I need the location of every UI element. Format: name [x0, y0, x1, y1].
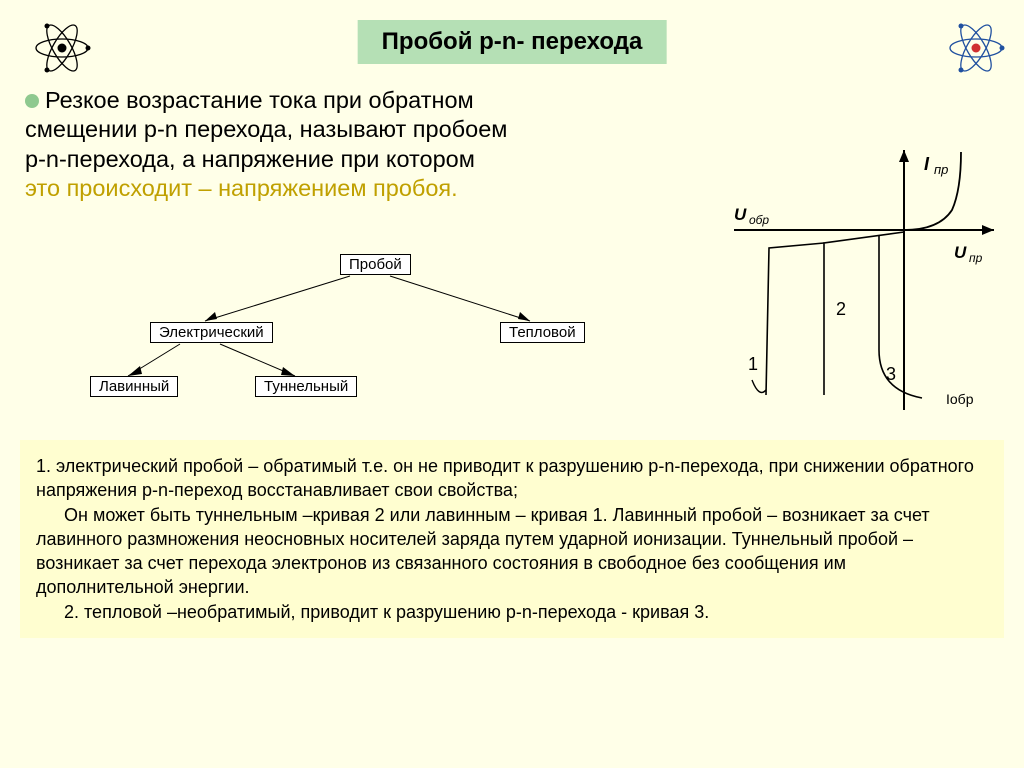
explanation-p1: 1. электрический пробой – обратимый т.е.…: [36, 454, 988, 503]
svg-text:2: 2: [836, 299, 846, 319]
svg-text:3: 3: [886, 364, 896, 384]
intro-paragraph: Резкое возрастание тока при обратном сме…: [25, 86, 665, 204]
tree-node-root: Пробой: [340, 254, 411, 275]
svg-text:Iобр: Iобр: [946, 391, 974, 407]
page-title: Пробой p-n- перехода: [358, 20, 667, 64]
intro-line: p-n-перехода, а напряжение при котором: [25, 146, 475, 172]
explanation-p3: 2. тепловой –необратимый, приводит к раз…: [36, 600, 988, 624]
atom-icon: [946, 18, 1006, 78]
svg-text:пр: пр: [969, 251, 983, 265]
svg-text:U: U: [954, 243, 967, 262]
svg-text:I: I: [924, 154, 930, 174]
bullet-icon: [25, 94, 39, 108]
tree-node-avalanche: Лавинный: [90, 376, 178, 397]
tree-diagram: Пробой Электрический Тепловой Лавинный Т…: [100, 246, 620, 416]
iv-chart: I пр U обр U пр Iобр 1 2 3: [704, 140, 1004, 420]
explanation-block: 1. электрический пробой – обратимый т.е.…: [20, 440, 1004, 638]
svg-text:пр: пр: [934, 162, 948, 177]
atom-icon: [32, 18, 92, 78]
tree-node-tunnel: Туннельный: [255, 376, 357, 397]
intro-line: смещении p-n перехода, называют пробоем: [25, 116, 507, 142]
svg-text:1: 1: [748, 354, 758, 374]
tree-node-thermal: Тепловой: [500, 322, 585, 343]
intro-line: Резкое возрастание тока при обратном: [45, 87, 474, 113]
svg-text:U: U: [734, 205, 747, 224]
intro-line: это происходит – напряжением пробоя.: [25, 175, 458, 201]
tree-node-electrical: Электрический: [150, 322, 273, 343]
explanation-p2: Он может быть туннельным –кривая 2 или л…: [36, 503, 988, 600]
svg-text:обр: обр: [749, 213, 769, 227]
